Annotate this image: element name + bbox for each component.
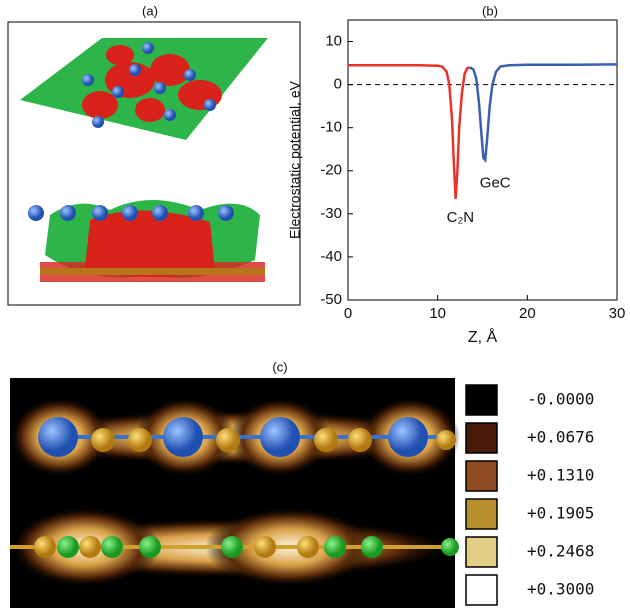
color-label: +0.1905 [527, 504, 594, 523]
line-series [348, 63, 471, 199]
color-swatch [465, 574, 498, 606]
x-tick-label: 30 [609, 305, 626, 322]
y-axis-label: Electrostatic potential, eV [287, 80, 303, 239]
plot-frame [347, 19, 618, 301]
color-swatch [465, 460, 498, 492]
color-label: -0.0000 [527, 390, 594, 409]
y-tick-label: -10 [320, 119, 342, 136]
y-tick-label: -50 [320, 291, 342, 308]
color-swatch [465, 422, 498, 454]
color-label: +0.2468 [527, 542, 594, 561]
x-tick-label: 20 [519, 305, 536, 322]
color-label: +0.0676 [527, 428, 594, 447]
color-swatch [465, 384, 498, 416]
color-swatch [465, 498, 498, 530]
line-series [469, 63, 618, 164]
y-tick-label: -40 [320, 248, 342, 265]
panel-c-image [10, 378, 460, 608]
y-tick-label: 10 [325, 33, 342, 50]
x-tick-label: 0 [344, 305, 352, 322]
panel-label: (a) [142, 3, 158, 18]
y-tick-label: 0 [334, 76, 342, 93]
color-label: +0.3000 [527, 580, 594, 599]
panel-label: (c) [272, 359, 287, 374]
annotation: C₂N [447, 209, 475, 226]
color-label: +0.1310 [527, 466, 594, 485]
chart-title: (b) [482, 3, 498, 18]
x-tick-label: 10 [429, 305, 446, 322]
y-tick-label: -30 [320, 205, 342, 222]
y-tick-label: -20 [320, 162, 342, 179]
x-axis-label: Z, Å [468, 327, 498, 346]
color-swatch [465, 536, 498, 568]
panel-a-image [20, 38, 268, 282]
annotation: GeC [480, 175, 511, 192]
